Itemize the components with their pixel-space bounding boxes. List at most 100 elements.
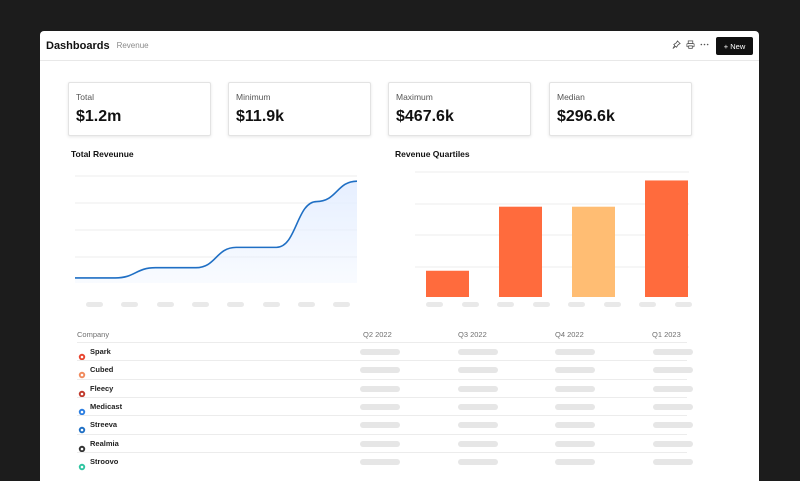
- table-cell: [653, 349, 693, 355]
- streeva-icon: [78, 421, 86, 434]
- column-header-q3-2022[interactable]: Q3 2022: [458, 330, 487, 339]
- table-row[interactable]: Streeva: [77, 415, 693, 434]
- table-cell: [360, 367, 400, 374]
- x-tick-label: [674, 302, 692, 307]
- x-tick-label: [532, 302, 550, 307]
- table-cell: [458, 403, 498, 410]
- table-cell: [555, 403, 595, 410]
- company-name: Fleecy: [90, 383, 114, 393]
- table-cell: [360, 403, 400, 410]
- x-tick-label: [297, 302, 315, 307]
- table-cell: [555, 349, 595, 355]
- x-tick-label: [639, 302, 656, 307]
- table-cell: [555, 367, 595, 374]
- table-cell: [653, 403, 693, 410]
- print-icon[interactable]: [686, 40, 695, 49]
- stat-card-median: Median $296.6k: [549, 82, 692, 136]
- x-tick-label: [191, 302, 209, 307]
- toolbar-icons: [672, 40, 709, 49]
- table-row[interactable]: Fleecy: [77, 378, 693, 398]
- realmia-icon: [78, 440, 86, 452]
- column-header-q2-2022[interactable]: Q2 2022: [363, 330, 392, 339]
- stat-label: Maximum: [396, 92, 433, 102]
- x-tick-label: [497, 302, 514, 307]
- table-cell: [458, 367, 498, 374]
- table-cell: [653, 385, 693, 392]
- x-tick-label: [568, 302, 585, 307]
- page-title[interactable]: Dashboards: [46, 39, 110, 52]
- table-cell: [555, 422, 595, 429]
- table-cell: [555, 440, 595, 447]
- series-line: [75, 180, 358, 279]
- stat-value: $11.9k: [236, 108, 285, 125]
- company-name: Spark: [90, 347, 111, 356]
- company-name: Medicast: [90, 401, 123, 411]
- x-tick-label: [426, 302, 443, 307]
- table-cell: [653, 367, 693, 374]
- table-cell: [555, 458, 595, 465]
- stat-card-maximum: Maximum $467.6k: [388, 82, 531, 136]
- stat-value: $296.6k: [557, 108, 615, 125]
- pin-icon[interactable]: [672, 40, 681, 49]
- table-row[interactable]: Spark: [77, 342, 693, 361]
- medicast-icon: [78, 403, 86, 416]
- x-tick-label: [86, 302, 103, 307]
- company-name: Realmia: [90, 438, 119, 448]
- table-row[interactable]: Realmia: [77, 433, 693, 453]
- stat-card-minimum: Minimum $11.9k: [228, 82, 371, 136]
- x-tick-label: [262, 302, 280, 307]
- breadcrumb-subtitle[interactable]: Revenue: [116, 41, 149, 50]
- column-header-company[interactable]: Company: [77, 330, 110, 339]
- spark-icon: [78, 348, 86, 361]
- table-header: Company Q2 2022 Q3 2022 Q4 2022 Q1 2023: [77, 327, 687, 341]
- bar: [572, 206, 615, 297]
- table-cell: [653, 458, 693, 465]
- company-name: Stroovo: [90, 456, 119, 466]
- more-icon[interactable]: [700, 40, 709, 49]
- area-fill: [75, 181, 357, 283]
- table-cell: [360, 385, 400, 392]
- stat-label: Median: [557, 92, 585, 102]
- new-button[interactable]: + New: [716, 37, 753, 55]
- x-tick-label: [227, 302, 245, 307]
- company-name: Cubed: [90, 365, 114, 375]
- stat-card-total: Total $1.2m: [68, 82, 211, 136]
- x-tick-label: [603, 302, 621, 307]
- bar-chart-title: Revenue Quartiles: [395, 149, 470, 159]
- stroovo-icon: [78, 458, 86, 470]
- table-row[interactable]: Cubed: [77, 360, 693, 379]
- bar: [645, 180, 688, 297]
- table-cell: [360, 349, 400, 355]
- x-tick-label: [121, 302, 139, 307]
- stat-label: Minimum: [236, 92, 271, 102]
- title-bar: Dashboards Revenue + New: [40, 31, 759, 61]
- bar: [426, 270, 469, 297]
- table-cell: [458, 458, 498, 465]
- table-cell: [360, 458, 400, 465]
- x-tick-label: [156, 302, 174, 307]
- table-cell: [653, 440, 693, 447]
- table-cell: [360, 422, 400, 429]
- stat-label: Total: [76, 92, 94, 102]
- column-header-q4-2022[interactable]: Q4 2022: [555, 330, 584, 339]
- line-chart: [75, 175, 358, 283]
- table-row[interactable]: Stroovo: [77, 451, 693, 471]
- stat-value: $1.2m: [76, 108, 122, 125]
- bar: [499, 206, 542, 297]
- table-cell: [555, 385, 595, 392]
- table-row[interactable]: Medicast: [77, 396, 693, 416]
- company-name: Streeva: [90, 420, 118, 430]
- table-cell: [360, 440, 400, 447]
- table-cell: [458, 440, 498, 447]
- table-cell: [458, 422, 498, 429]
- table-cell: [458, 385, 498, 392]
- column-header-q1-2023[interactable]: Q1 2023: [652, 330, 681, 339]
- bar-chart: [415, 171, 689, 297]
- x-tick-label: [461, 302, 479, 307]
- fleecy-icon: [78, 385, 86, 397]
- table-cell: [458, 349, 498, 355]
- cubed-icon: [78, 366, 86, 379]
- dashboard-window: Dashboards Revenue + New Total $1.2m Min…: [40, 31, 759, 481]
- stat-value: $467.6k: [396, 108, 454, 125]
- line-chart-title: Total Reveunue: [71, 149, 134, 159]
